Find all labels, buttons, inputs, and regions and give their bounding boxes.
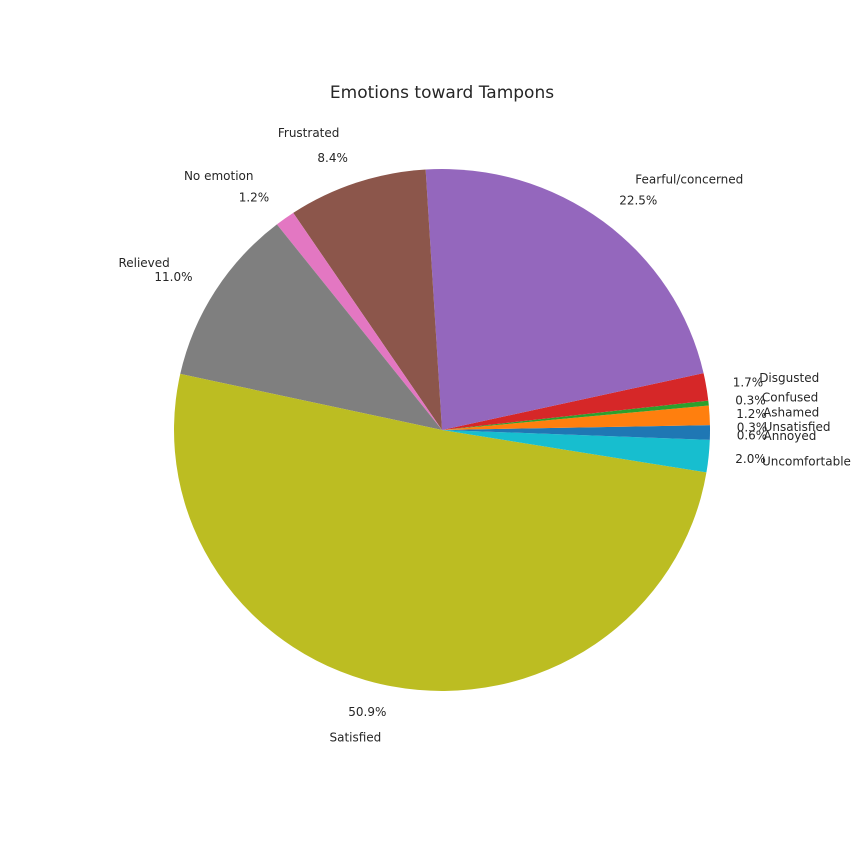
pie-slice-ashamed bbox=[442, 405, 710, 430]
pie-slice-relieved bbox=[180, 224, 442, 430]
pie-slice-annoyed bbox=[442, 430, 710, 440]
pct-label-no-emotion: 1.2% bbox=[239, 190, 270, 204]
chart-title: Emotions toward Tampons bbox=[330, 83, 554, 103]
slice-label-fearful-concerned: Fearful/concerned bbox=[635, 173, 743, 187]
pie-slice-uncomfortable bbox=[442, 430, 710, 473]
pct-label-uncomfortable: 2.0% bbox=[735, 452, 766, 466]
pct-label-satisfied: 50.9% bbox=[348, 705, 386, 719]
pie-slice-no-emotion bbox=[276, 212, 442, 430]
pct-label-unsatisfied: 0.3% bbox=[737, 420, 768, 434]
slice-label-no-emotion: No emotion bbox=[184, 169, 254, 183]
slice-label-frustrated: Frustrated bbox=[278, 126, 340, 140]
slice-label-confused: Confused bbox=[762, 391, 818, 405]
pct-label-fearful-concerned: 22.5% bbox=[619, 194, 657, 208]
pct-label-annoyed: 0.6% bbox=[737, 428, 768, 442]
slice-label-unsatisfied: Unsatisfied bbox=[764, 420, 831, 434]
pct-label-ashamed: 1.2% bbox=[736, 407, 767, 421]
pie-slice-frustrated bbox=[293, 169, 442, 431]
slice-label-relieved: Relieved bbox=[118, 256, 169, 270]
pie-slice-confused bbox=[442, 400, 709, 430]
pie-slice-fearful-concerned bbox=[425, 169, 704, 430]
slice-label-satisfied: Satisfied bbox=[329, 731, 381, 745]
pie-slice-satisfied bbox=[174, 373, 707, 691]
slice-label-annoyed: Annoyed bbox=[764, 429, 817, 443]
pct-label-frustrated: 8.4% bbox=[317, 151, 348, 165]
pie-slices bbox=[174, 169, 710, 691]
pie-slice-unsatisfied bbox=[442, 425, 710, 430]
pct-label-relieved: 11.0% bbox=[154, 270, 192, 284]
slice-label-uncomfortable: Uncomfortable bbox=[762, 454, 851, 468]
slice-label-disgusted: Disgusted bbox=[759, 371, 819, 385]
pie-labels: 0.3%Unsatisfied1.2%Ashamed0.3%Confused1.… bbox=[118, 126, 850, 744]
slice-label-ashamed: Ashamed bbox=[763, 405, 819, 419]
pct-label-disgusted: 1.7% bbox=[733, 376, 764, 390]
pie-slice-disgusted bbox=[442, 373, 709, 430]
pct-label-confused: 0.3% bbox=[735, 393, 766, 407]
